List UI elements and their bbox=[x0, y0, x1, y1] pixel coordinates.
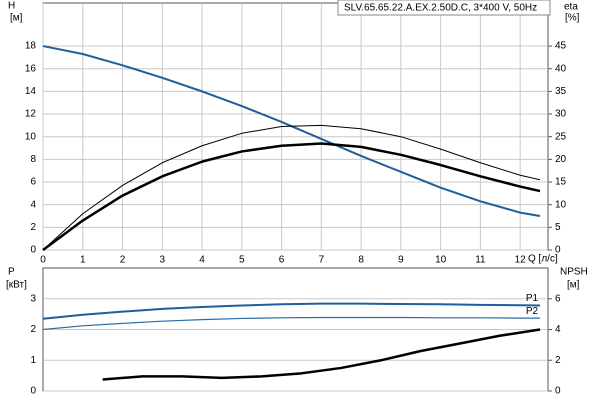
y-tick-label: 1 bbox=[30, 355, 36, 366]
y2-tick-label: 45 bbox=[555, 41, 567, 52]
x-tick-label: 6 bbox=[279, 255, 285, 266]
y-tick-label: 12 bbox=[25, 109, 37, 120]
x-label: Q [л/с] bbox=[528, 254, 558, 265]
y-tick-label: 2 bbox=[30, 222, 36, 233]
x-tick-label: 0 bbox=[40, 255, 46, 266]
x-tick-label: 5 bbox=[239, 255, 245, 266]
y-unit: [м] bbox=[10, 13, 23, 24]
y-tick-label: 2 bbox=[30, 324, 36, 335]
y2-tick-label: 30 bbox=[555, 109, 567, 120]
x-tick-label: 8 bbox=[358, 255, 364, 266]
y2-tick-label: 20 bbox=[555, 154, 567, 165]
series-label: P1 bbox=[526, 293, 539, 304]
x-tick-label: 12 bbox=[515, 255, 527, 266]
x-tick-label: 3 bbox=[160, 255, 166, 266]
x-tick-label: 4 bbox=[199, 255, 205, 266]
curve bbox=[42, 45, 541, 217]
y-tick-label: 0 bbox=[30, 245, 36, 256]
x-tick-label: 7 bbox=[319, 255, 325, 266]
y-unit: [кВт] bbox=[6, 280, 27, 291]
y2-tick-label: 5 bbox=[555, 222, 561, 233]
y-label: P bbox=[8, 267, 15, 278]
x-tick-label: 10 bbox=[435, 255, 447, 266]
y-tick-label: 6 bbox=[30, 177, 36, 188]
y2-unit: [%] bbox=[565, 13, 580, 24]
y-label: H bbox=[8, 1, 15, 12]
y2-tick-label: 25 bbox=[555, 131, 567, 142]
y-tick-label: 8 bbox=[30, 154, 36, 165]
y2-tick-label: 2 bbox=[555, 355, 561, 366]
y-tick-label: 10 bbox=[25, 131, 37, 142]
y2-unit: [м] bbox=[567, 280, 580, 291]
x-tick-label: 1 bbox=[80, 255, 86, 266]
y2-tick-label: 4 bbox=[555, 324, 561, 335]
y2-label: eta bbox=[564, 2, 578, 13]
x-tick-label: 2 bbox=[120, 255, 126, 266]
y2-tick-label: 0 bbox=[555, 245, 561, 256]
y-tick-label: 14 bbox=[25, 86, 37, 97]
y2-tick-label: 10 bbox=[555, 199, 567, 210]
y2-tick-label: 40 bbox=[555, 63, 567, 74]
y-tick-label: 3 bbox=[30, 293, 36, 304]
curve bbox=[102, 328, 541, 381]
chart-title: SLV.65.65.22.A.EX.2.50D.C, 3*400 V, 50Hz bbox=[344, 3, 537, 14]
y2-label: NPSH bbox=[560, 267, 588, 278]
y2-tick-label: 0 bbox=[555, 386, 561, 397]
y-tick-label: 4 bbox=[30, 199, 36, 210]
curve bbox=[42, 142, 541, 252]
curve bbox=[42, 302, 541, 320]
series-label: P2 bbox=[526, 306, 539, 317]
y2-tick-label: 35 bbox=[555, 86, 567, 97]
y2-tick-label: 15 bbox=[555, 177, 567, 188]
y-tick-label: 18 bbox=[25, 41, 37, 52]
x-tick-label: 11 bbox=[475, 255, 486, 266]
curve bbox=[42, 124, 541, 251]
y-tick-label: 16 bbox=[25, 63, 37, 74]
y2-tick-label: 6 bbox=[555, 293, 561, 304]
title-box bbox=[337, 0, 551, 16]
x-tick-label: 9 bbox=[398, 255, 404, 266]
curve bbox=[42, 316, 541, 331]
y-tick-label: 0 bbox=[30, 386, 36, 397]
